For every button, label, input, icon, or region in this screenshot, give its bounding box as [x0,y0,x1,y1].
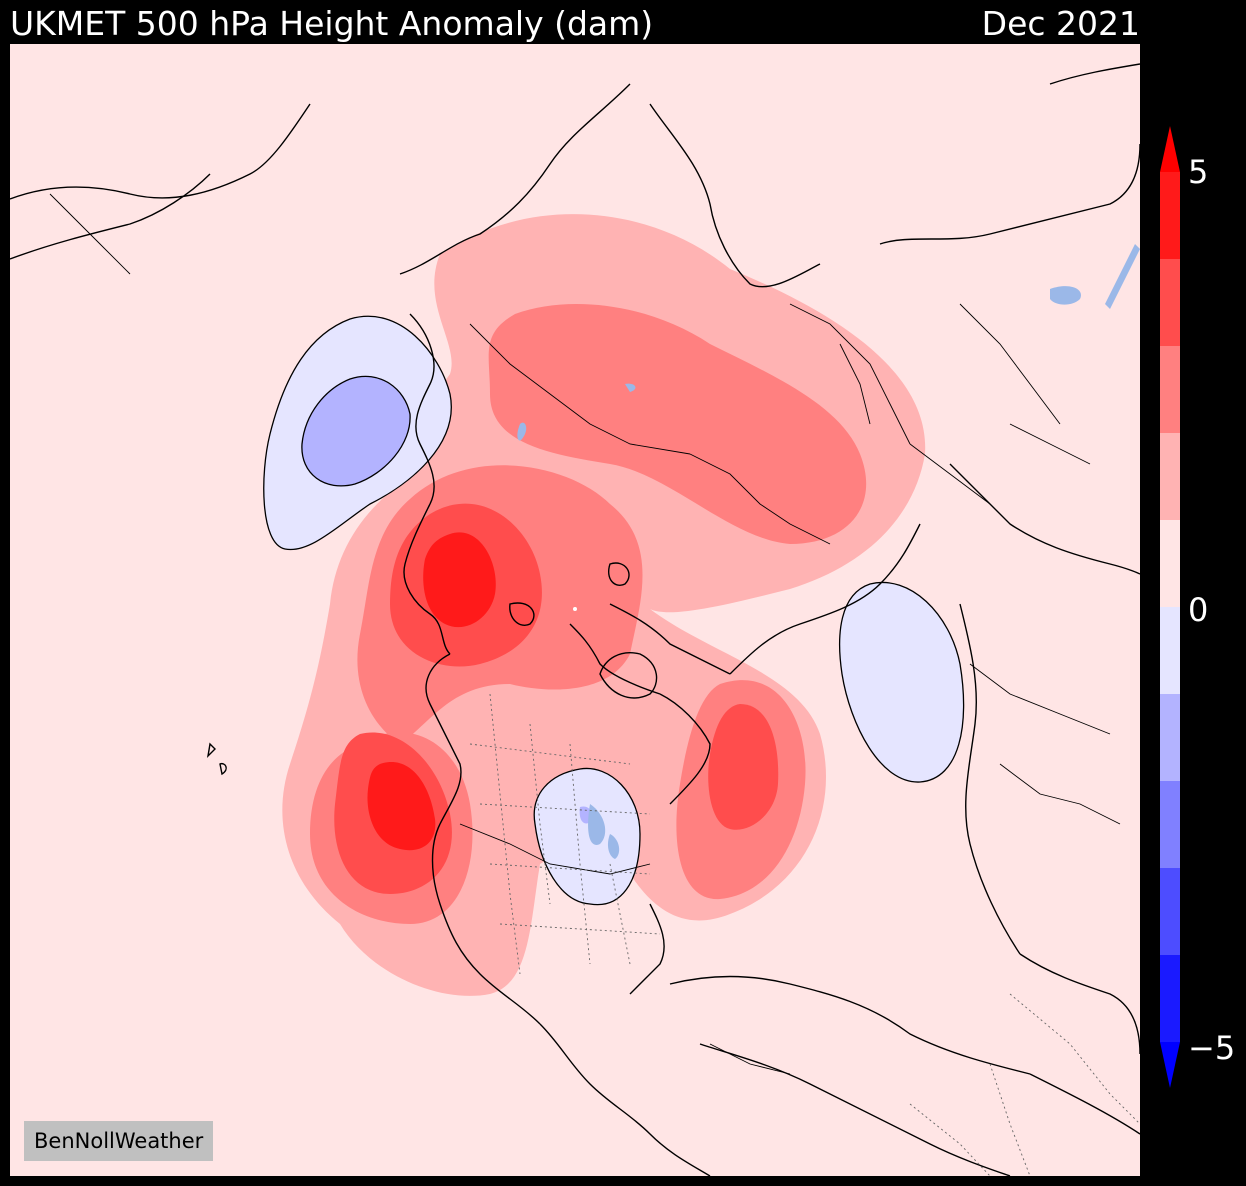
colorbar-level [1160,346,1180,434]
credit-label: BenNollWeather [24,1121,214,1161]
lakes [517,244,1140,859]
coastlines [10,63,1140,1176]
north-pole-marker [573,607,577,611]
colorbar-level [1160,172,1180,260]
colorbar-level [1160,955,1180,1043]
negative-anomaly-areas [263,315,965,906]
anomaly-map [10,63,1140,1176]
colorbar-label-min: −5 [1188,1029,1236,1067]
colorbar-level [1160,259,1180,347]
colorbar-level [1160,694,1180,782]
colorbar [1160,126,1180,1088]
map-title: UKMET 500 hPa Height Anomaly (dam) [10,4,654,43]
anomaly-contour-4 [367,532,496,851]
colorbar-level [1160,781,1180,869]
colorbar-extend-max [1160,126,1180,172]
map-period: Dec 2021 [981,4,1140,43]
map-panel [10,44,1140,1176]
colorbar-level [1160,607,1180,695]
colorbar-level [1160,868,1180,956]
colorbar-level [1160,433,1180,521]
state-lines [469,693,1140,1176]
colorbar-label-zero: 0 [1188,591,1209,629]
colorbar-extend-min [1160,1042,1180,1088]
colorbar-level [1160,520,1180,608]
country-borders [49,193,1121,1075]
colorbar-levels [1160,172,1180,1043]
colorbar-label-max: 5 [1188,153,1209,191]
